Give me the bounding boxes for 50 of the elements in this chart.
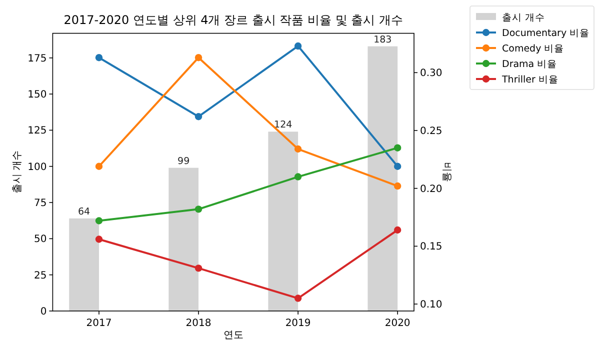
y-tick-label: 0 [40,306,47,318]
point [394,226,402,234]
point [194,264,202,272]
y2-tick-label: 0.15 [420,242,442,253]
point [294,145,302,153]
bar [69,218,99,311]
point [294,42,302,50]
point [294,173,302,180]
legend-label: Comedy 비율 [502,44,564,54]
point [194,54,202,62]
data-label: 99 [178,156,190,167]
x-tick-label: 2019 [285,318,311,329]
point [194,206,202,213]
point [294,294,302,302]
y2-tick-label: 0.10 [420,300,442,311]
legend-label: Thriller 비율 [501,74,558,86]
x-tick-label: 2020 [384,318,410,329]
point [95,236,103,243]
y2-tick-label: 0.20 [420,184,442,195]
data-label: 124 [274,120,292,131]
x-axis-title: 연도 [223,330,244,341]
data-label: 64 [78,206,90,218]
x-tick-label: 2018 [186,318,212,329]
y2-tick-label: 0.30 [420,68,442,80]
point [394,144,402,152]
point [394,182,402,190]
y-tick-label: 150 [28,90,47,101]
point [95,54,103,62]
chart-title: 2017-2020 연도별 상위 4개 장르 출시 작품 비율 및 출시 개수 [64,13,403,27]
point [194,113,202,120]
point [95,162,103,170]
y-tick-label: 25 [34,270,47,282]
legend-label: 출시 개수 [502,12,546,24]
point [95,217,103,224]
data-label: 183 [374,34,392,46]
y2-tick-label: 0.25 [420,126,442,137]
y2-axis-title: 비율 [441,162,452,182]
point [394,162,402,170]
y-tick-label: 50 [34,234,47,246]
bar [368,46,398,311]
legend-label: Drama 비율 [502,59,558,70]
y-tick-label: 175 [28,53,47,64]
bar [268,132,298,311]
y-tick-label: 125 [28,126,47,137]
y-tick-label: 75 [34,198,47,210]
y-axis-title: 출시 개수 [12,150,23,194]
x-tick-label: 2017 [86,318,112,329]
legend-label: Documentary 비율 [502,28,590,39]
bar [168,168,199,311]
y-tick-label: 100 [28,162,47,173]
